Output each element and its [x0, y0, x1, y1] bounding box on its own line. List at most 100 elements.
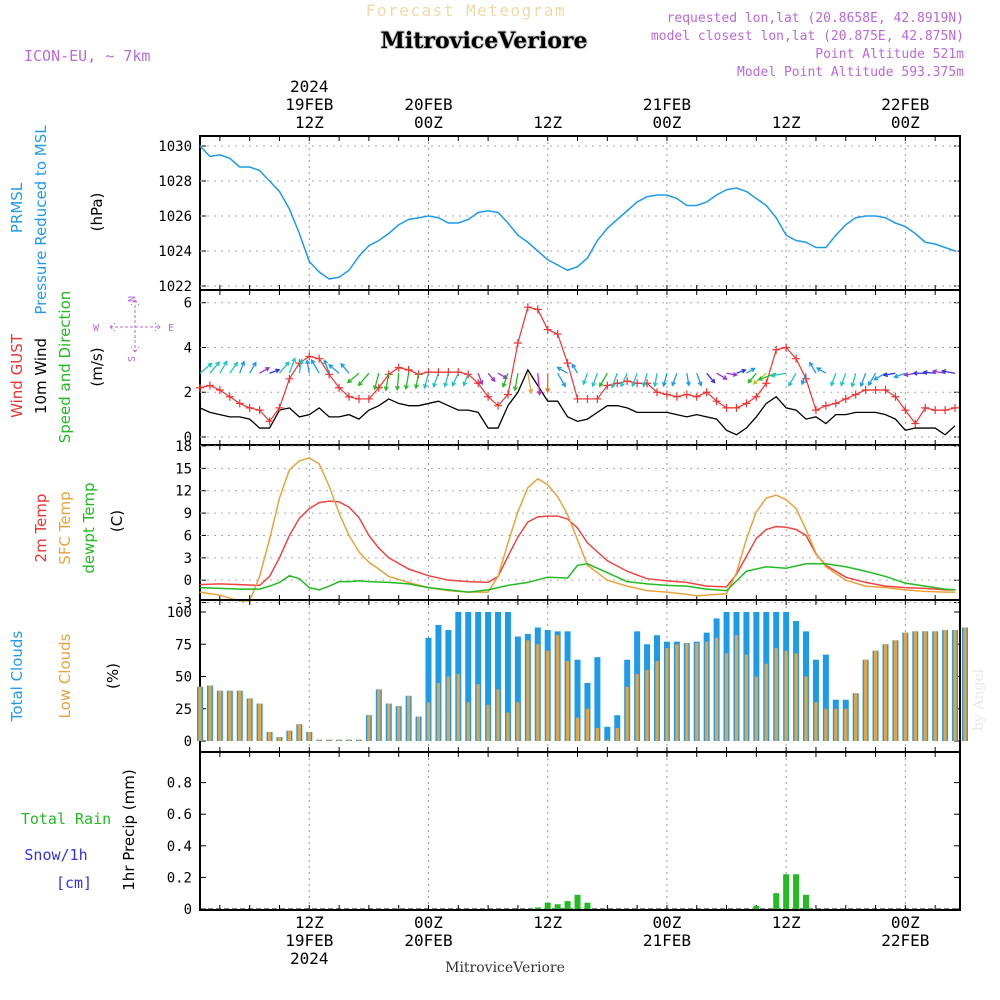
data-point [606, 579, 608, 581]
data-point [408, 583, 410, 585]
low-cloud-bar [317, 739, 321, 741]
gust-marker [494, 401, 503, 410]
data-point [745, 570, 748, 572]
data-point [855, 217, 857, 219]
panels: 1022 1024 1026 1028 1030 PRMSL Pressure Reduce… [8, 125, 968, 918]
low-cloud-bar [635, 673, 639, 741]
data-point [278, 497, 281, 499]
data-point [666, 580, 668, 582]
gust-marker [523, 303, 532, 312]
wind-arrow [931, 369, 946, 375]
wind-arrow [527, 373, 534, 395]
data-point [249, 166, 251, 168]
wind-arrow [423, 373, 430, 390]
top-axis-hour: 00Z [652, 113, 681, 132]
wind-arrow [403, 373, 410, 391]
data-point [954, 250, 956, 252]
data-point [328, 585, 330, 587]
low-cloud-bar [814, 702, 818, 741]
data-point [676, 197, 678, 200]
low-cloud-bar [416, 716, 421, 741]
low-cloud-bar [754, 676, 758, 741]
wind-speed-line [199, 368, 956, 436]
gust-marker [345, 392, 354, 401]
data-point [735, 572, 738, 574]
data-point [874, 215, 877, 217]
gust-marker [305, 352, 314, 361]
wind-arrow [328, 363, 340, 374]
series-line [199, 457, 956, 602]
gust-marker [275, 403, 284, 412]
wind-gust-line [199, 306, 956, 425]
data-point [219, 594, 221, 596]
low-cloud-bar [943, 630, 947, 741]
data-point [646, 578, 648, 580]
data-point [606, 560, 608, 562]
gust-marker [315, 354, 324, 363]
low-cloud-bar [347, 739, 351, 741]
wind-arrow [259, 367, 271, 374]
low-cloud-bar [953, 630, 957, 741]
data-point [388, 575, 390, 578]
data-point [696, 595, 698, 597]
low-cloud-bar [456, 673, 460, 741]
data-point [219, 583, 221, 585]
data-point [537, 250, 539, 252]
low-cloud-bar [476, 684, 480, 741]
data-point [487, 581, 489, 584]
low-cloud-bar [218, 690, 222, 741]
panel-label: PRMSL [8, 182, 26, 233]
footer-location: MitroviceVeriore [445, 960, 565, 976]
data-point [517, 536, 519, 538]
top-axis-date: 22FEB [881, 95, 929, 114]
low-cloud-bar [367, 715, 371, 741]
precip-bar [544, 902, 551, 909]
gust-marker [772, 345, 781, 354]
data-point [338, 501, 340, 503]
wind-arrow [557, 372, 566, 388]
gust-marker [573, 394, 582, 403]
wind-arrow [747, 372, 757, 384]
gust-marker [941, 406, 950, 415]
gust-marker [335, 383, 344, 392]
data-point [259, 169, 261, 172]
data-point [845, 579, 847, 581]
gust-marker [225, 392, 234, 401]
low-cloud-bar [963, 627, 967, 741]
data-point [904, 225, 906, 228]
data-point [288, 469, 291, 471]
gust-marker [682, 390, 691, 399]
data-point [557, 264, 559, 266]
data-point [358, 551, 360, 553]
low-cloud-bar [277, 737, 282, 741]
wind-arrow [641, 373, 648, 388]
data-point [348, 534, 350, 537]
label-cm: [cm] [56, 874, 92, 892]
label-precip-axis: 1hr Precip (mm) [120, 769, 138, 890]
data-point [318, 271, 320, 273]
data-point [725, 189, 728, 191]
data-point [437, 217, 440, 219]
low-cloud-bar [387, 703, 391, 741]
wind-arrow [513, 373, 519, 392]
low-cloud-bar [854, 693, 858, 741]
gust-marker [811, 406, 820, 415]
wind-arrow [451, 372, 459, 387]
total-cloud-bar [425, 637, 432, 741]
data-point [626, 585, 628, 587]
wind-arrow [310, 358, 320, 374]
low-cloud-bar [516, 702, 520, 741]
data-point [268, 575, 271, 578]
data-point [517, 234, 519, 236]
low-cloud-bar [248, 698, 252, 741]
bottom-axis-hour: 12Z [772, 913, 801, 932]
data-point [576, 266, 579, 268]
data-point [358, 255, 360, 257]
series-line [199, 145, 956, 280]
wind-arrow [383, 373, 390, 392]
data-point [427, 575, 430, 577]
panel-label: Speed and Direction [56, 291, 74, 444]
data-point [209, 155, 211, 158]
low-cloud-bar [595, 728, 599, 741]
